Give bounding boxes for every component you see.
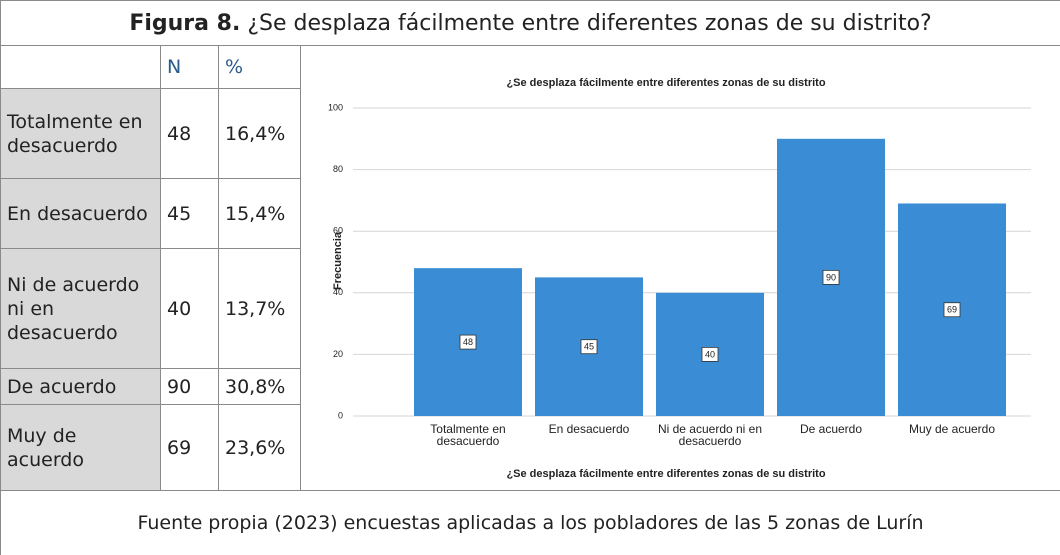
column-header: % [218, 45, 301, 89]
cell: 69 [160, 404, 219, 491]
x-tick-label: Ni de acuerdo ni en desacuerdo [657, 422, 763, 448]
figure-caption: ¿Se desplaza fácilmente entre diferentes… [247, 10, 932, 36]
y-tick-label: 40 [333, 287, 343, 297]
y-tick-label: 100 [328, 102, 343, 112]
cell: 30,8% [218, 368, 301, 405]
value-label-box [459, 334, 477, 350]
cell: 40 [160, 248, 219, 369]
cell: 45 [160, 178, 219, 249]
chart: ¿Se desplaza fácilmente entre diferentes… [301, 46, 1059, 489]
value-label: 48 [463, 337, 473, 347]
footer: Fuente propia (2023) encuestas aplicadas… [0, 490, 1060, 555]
cell: 15,4% [218, 178, 301, 249]
row-label: Muy de acuerdo [0, 404, 161, 491]
y-tick-label: 0 [338, 410, 343, 420]
cell: 48 [160, 88, 219, 179]
cell: 23,6% [218, 404, 301, 491]
x-tick-label: Totalmente en desacuerdo [430, 422, 506, 448]
value-label-box [822, 269, 840, 285]
row-label: Totalmente en desacuerdo [0, 88, 161, 179]
value-label: 90 [826, 272, 836, 282]
row-label: De acuerdo [0, 368, 161, 405]
value-label: 40 [705, 349, 715, 359]
chart-title: ¿Se desplaza fácilmente entre diferentes… [506, 77, 825, 89]
value-label-box [701, 346, 719, 362]
cell: 90 [160, 368, 219, 405]
y-axis-label: Frecuencia [332, 231, 344, 290]
x-tick-label: En desacuerdo [548, 422, 630, 436]
figure-title: Figura 8. ¿Se desplaza fácilmente entre … [0, 0, 1060, 46]
row-label: En desacuerdo [0, 178, 161, 249]
figure-label: Figura 8. [129, 10, 241, 36]
chart-svg: ¿Se desplaza fácilmente entre diferentes… [328, 77, 1031, 480]
value-label-box [580, 339, 598, 355]
x-axis-label: ¿Se desplaza fácilmente entre diferentes… [506, 468, 825, 480]
y-tick-label: 20 [333, 349, 343, 359]
value-label-box [943, 302, 961, 318]
value-label: 45 [584, 342, 594, 352]
cell: 13,7% [218, 248, 301, 369]
blank-cell [0, 45, 161, 89]
column-header: N [160, 45, 219, 89]
value-label: 69 [947, 305, 957, 315]
row-label: Ni de acuerdo ni en desacuerdo [0, 248, 161, 369]
y-tick-label: 80 [333, 164, 343, 174]
x-tick-label: De acuerdo [799, 422, 863, 436]
cell: 16,4% [218, 88, 301, 179]
y-tick-label: 60 [333, 226, 343, 236]
x-tick-label: Muy de acuerdo [908, 422, 996, 436]
chart-cell: ¿Se desplaza fácilmente entre diferentes… [299, 45, 1060, 491]
